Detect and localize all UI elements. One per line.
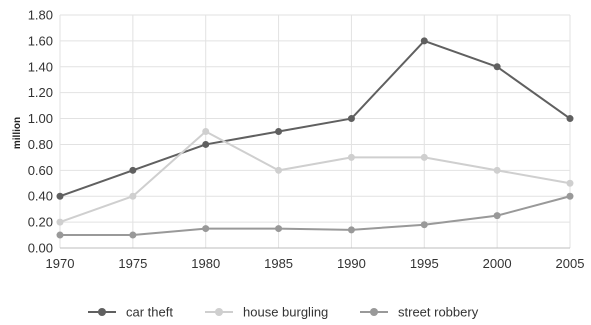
y-tick-label: 0.20: [28, 215, 53, 230]
series-car-theft: [56, 37, 574, 200]
legend-swatch-marker: [370, 308, 378, 316]
data-point: [275, 128, 283, 135]
y-tick-label: 0.00: [28, 241, 53, 256]
data-point: [56, 231, 64, 239]
y-tick-label: 1.60: [28, 33, 53, 48]
series-street-robbery: [56, 192, 574, 239]
y-tick-label: 1.40: [28, 59, 53, 74]
series: [56, 37, 574, 239]
legend-swatch-marker: [98, 308, 106, 316]
legend-item: car theft: [88, 305, 173, 320]
y-tick-label: 1.20: [28, 85, 53, 100]
data-point: [56, 218, 64, 226]
y-tick-label: 0.60: [28, 163, 53, 178]
legend-label: car theft: [126, 305, 173, 320]
y-tick-label: 0.80: [28, 137, 53, 152]
series-line: [59, 39, 571, 198]
x-tick-label: 1970: [46, 256, 75, 271]
data-point: [202, 140, 210, 148]
y-tick-label: 0.40: [28, 189, 53, 204]
series-house-burgling: [56, 128, 574, 226]
legend-item: house burgling: [205, 305, 328, 320]
y-axis-label: million: [12, 117, 23, 149]
legend-label: house burgling: [243, 305, 328, 320]
data-point: [420, 37, 428, 45]
legend-item: street robbery: [360, 305, 479, 320]
data-point: [129, 231, 137, 239]
gridlines: [59, 14, 571, 249]
data-point: [420, 221, 428, 229]
series-line: [59, 130, 571, 224]
x-tick-label: 2000: [483, 256, 512, 271]
legend-swatch-marker: [215, 308, 223, 316]
x-tick-label: 1985: [264, 256, 293, 271]
data-point: [129, 192, 137, 200]
axes: 0.00 0.20 0.40 0.60 0.80 1.00 1.20 1.40 1.60 1.80…: [28, 8, 585, 272]
y-tick-label: 1.00: [28, 111, 53, 126]
data-point: [347, 115, 355, 123]
data-point: [129, 166, 137, 174]
data-point: [202, 225, 210, 233]
data-point: [202, 128, 210, 135]
legend: car theft house burgling street robbery: [88, 305, 479, 320]
data-point: [493, 212, 501, 220]
y-tick-label: 1.80: [28, 8, 53, 23]
x-tick-label: 1975: [118, 256, 147, 271]
data-point: [56, 192, 64, 200]
legend-label: street robbery: [398, 305, 479, 320]
data-point: [347, 226, 355, 234]
x-tick-label: 1980: [191, 256, 220, 271]
data-point: [566, 192, 574, 200]
data-point: [566, 115, 574, 123]
data-point: [347, 153, 355, 161]
data-point: [275, 166, 283, 174]
series-line: [60, 195, 571, 237]
data-point: [420, 153, 428, 161]
data-point: [275, 225, 283, 233]
data-point: [493, 166, 501, 174]
data-point: [566, 179, 574, 187]
x-tick-label: 1990: [337, 256, 366, 271]
data-point: [493, 63, 501, 71]
x-tick-label: 1995: [410, 256, 439, 271]
x-tick-label: 2005: [556, 256, 585, 271]
